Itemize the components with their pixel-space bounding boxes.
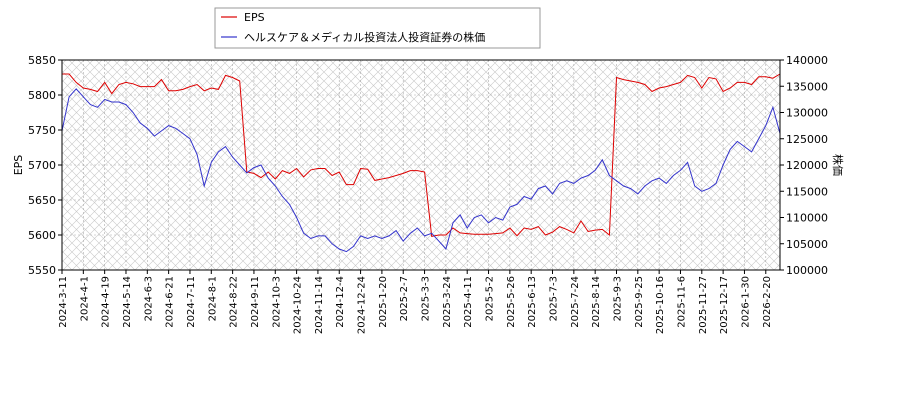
data-line xyxy=(61,88,781,253)
x-tick-label: 2025-1-20 xyxy=(378,276,389,328)
x-tick-label: 2024-9-11 xyxy=(250,276,261,328)
y-tick-label: 5650 xyxy=(28,194,56,207)
y-tick-label: 5700 xyxy=(28,159,56,172)
y2-axis-label: 株価 xyxy=(831,154,845,176)
y-tick-label: 5550 xyxy=(28,264,56,277)
x-tick-label: 2025-7-3 xyxy=(549,276,560,321)
legend-label: EPS xyxy=(244,11,265,24)
x-tick-label: 2025-11-27 xyxy=(698,276,709,334)
x-tick-label: 2025-5-26 xyxy=(506,276,517,328)
x-tick-label: 2025-5-2 xyxy=(485,276,496,321)
x-tick-label: 2024-10-24 xyxy=(293,276,304,334)
x-tick-label: 2026-1-30 xyxy=(740,276,751,328)
legend-label: ヘルスケア＆メディカル投資法人投資証券の株価 xyxy=(244,30,485,44)
y-axis-label: EPS xyxy=(12,155,25,176)
x-tick-label: 2026-2-20 xyxy=(762,276,773,328)
y-tick-label: 5750 xyxy=(28,124,56,137)
y2-tick-label: 140000 xyxy=(786,54,828,67)
x-tick-label: 2024-12-24 xyxy=(357,276,368,334)
x-tick-label: 2024-12-4 xyxy=(335,276,346,328)
y-tick-label: 5800 xyxy=(28,89,56,102)
plot-frame xyxy=(61,59,781,271)
x-tick-label: 2025-10-16 xyxy=(655,276,666,334)
x-tick-label: 2025-6-13 xyxy=(527,276,538,328)
x-tick-label: 2024-3-11 xyxy=(58,276,69,328)
y2-tick-label: 105000 xyxy=(786,238,828,251)
x-tick-label: 2024-8-1 xyxy=(207,276,218,321)
x-tick-label: 2025-9-25 xyxy=(634,276,645,328)
x-tick-label: 2024-10-3 xyxy=(271,276,282,328)
x-tick-label: 2025-3-24 xyxy=(442,276,453,328)
x-tick-label: 2025-9-3 xyxy=(612,276,623,321)
x-tick-label: 2025-3-3 xyxy=(421,276,432,321)
y-tick-label: 5600 xyxy=(28,229,56,242)
x-tick-label: 2024-11-14 xyxy=(314,276,325,334)
y2-tick-label: 110000 xyxy=(786,212,828,225)
y2-tick-label: 115000 xyxy=(786,185,828,198)
x-tick-label: 2024-6-21 xyxy=(165,276,176,328)
y-tick-label: 5850 xyxy=(28,54,56,67)
x-tick-label: 2025-11-6 xyxy=(676,276,687,328)
x-tick-label: 2025-7-24 xyxy=(570,276,581,328)
y2-tick-label: 125000 xyxy=(786,133,828,146)
legend: EPS ヘルスケア＆メディカル投資法人投資証券の株価 xyxy=(214,7,541,49)
y2-tick-label: 135000 xyxy=(786,80,828,93)
x-tick-label: 2025-4-11 xyxy=(463,276,474,328)
x-tick-label: 2024-5-14 xyxy=(122,276,133,328)
x-tick-label: 2025-8-14 xyxy=(591,276,602,328)
x-tick-label: 2024-4-19 xyxy=(101,276,112,328)
x-tick-label: 2024-6-3 xyxy=(143,276,154,321)
plot-background xyxy=(62,60,780,270)
x-tick-label: 2024-4-1 xyxy=(79,276,90,321)
y2-tick-label: 130000 xyxy=(786,107,828,120)
data-line xyxy=(62,73,781,237)
legend-box xyxy=(214,7,541,49)
y2-tick-label: 120000 xyxy=(786,159,828,172)
x-tick-label: 2024-8-22 xyxy=(229,276,240,328)
y2-tick-label: 100000 xyxy=(786,264,828,277)
x-tick-label: 2025-12-17 xyxy=(719,276,730,334)
x-tick-label: 2025-2-7 xyxy=(399,276,410,321)
x-tick-label: 2024-7-11 xyxy=(186,276,197,328)
